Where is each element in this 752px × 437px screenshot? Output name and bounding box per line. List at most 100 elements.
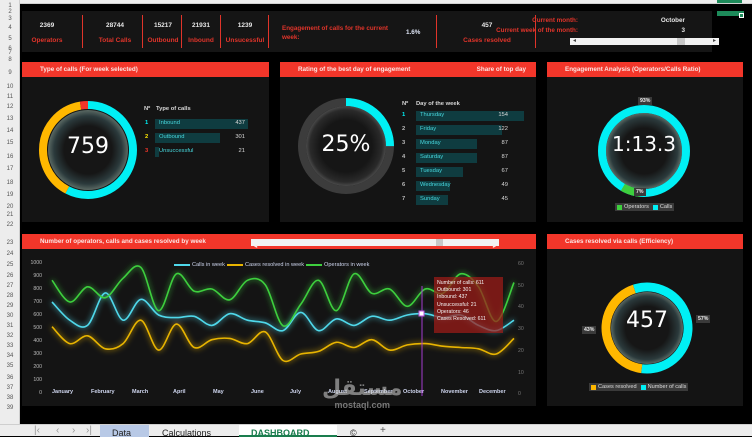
legend-label: Operators	[624, 204, 649, 210]
divider	[181, 15, 182, 48]
x-axis-month: July	[290, 389, 302, 395]
kpi-value: 28744	[105, 22, 125, 29]
scroll-right-icon[interactable]: ▸	[712, 38, 716, 44]
column-header-strip	[20, 0, 752, 4]
row-number[interactable]: 24	[6, 251, 14, 257]
x-axis-month: November	[441, 389, 468, 395]
prev-sheet-icon[interactable]: ‹	[56, 425, 60, 436]
y-axis-left-tick: 400	[33, 338, 42, 344]
row-number[interactable]: 6	[8, 46, 12, 52]
col-day-header: Day of the week	[416, 101, 460, 107]
row-number[interactable]: 3	[8, 16, 12, 22]
legend-label: Operators in week	[324, 262, 370, 268]
kpi-inbound: 21931 Inbound	[182, 11, 220, 52]
row-number[interactable]: 7	[8, 50, 12, 56]
divider	[142, 15, 143, 48]
row-number[interactable]: 34	[6, 353, 14, 359]
row-number[interactable]: 30	[6, 313, 14, 319]
legend-label: Cases resolved	[598, 384, 637, 390]
type-of-calls-panel: Type of calls (For week selected) 759 Nº…	[22, 62, 269, 222]
x-axis-month: January	[52, 389, 74, 395]
row-number[interactable]: 37	[6, 385, 14, 391]
last-sheet-icon[interactable]: ›|	[86, 425, 92, 436]
tab-copyright[interactable]: ©	[350, 428, 357, 437]
tab-calculations[interactable]: Calculations	[162, 428, 212, 437]
row-number[interactable]: 29	[6, 303, 14, 309]
next-sheet-icon[interactable]: ›	[72, 425, 76, 436]
row-number[interactable]: 33	[6, 343, 14, 349]
panel-title: Rating of the best day of engagement	[298, 66, 411, 73]
row-number[interactable]: 35	[6, 363, 14, 369]
row-number[interactable]: 8	[8, 57, 12, 63]
row-number[interactable]: 12	[6, 104, 14, 110]
scroll-thumb[interactable]	[677, 38, 685, 45]
panel-header: Type of calls (For week selected)	[22, 62, 269, 77]
kpi-strip: 2369 Operators 28744 Total Calls 15217 O…	[22, 11, 719, 52]
chart-week-scrollbar[interactable]: ◂ ▸	[251, 239, 499, 250]
list-value: 21	[238, 148, 245, 154]
row-number-gutter: 1 2 3 4 5 6 7 8 9 10 11 12 13 14 15 16 17 18 19 20 21 22 23 24 2…	[0, 0, 20, 424]
row-number[interactable]: 27	[6, 283, 14, 289]
row-number[interactable]: 19	[6, 192, 14, 198]
row-number[interactable]: 20	[6, 204, 14, 210]
row-number[interactable]: 9	[8, 70, 12, 76]
list-label: Monday	[420, 140, 441, 146]
current-month-value: October	[660, 17, 685, 24]
row-number[interactable]: 36	[6, 375, 14, 381]
row-number[interactable]: 23	[6, 240, 14, 246]
row-number[interactable]: 39	[6, 405, 14, 411]
day-bar	[416, 153, 477, 163]
tab-dashboard[interactable]: DASHBOARD	[239, 425, 337, 437]
row-number[interactable]: 31	[6, 323, 14, 329]
row-number[interactable]: 18	[6, 180, 14, 186]
panel-header: Cases resolved via calls (Efficiency)	[547, 234, 743, 249]
row-number[interactable]: 10	[6, 84, 14, 90]
row-number[interactable]: 26	[6, 273, 14, 279]
efficiency-panel: Cases resolved via calls (Efficiency) 45…	[547, 234, 743, 406]
row-number[interactable]: 16	[6, 154, 14, 160]
calls-pct-badge: 93%	[638, 97, 653, 105]
add-sheet-button[interactable]: +	[380, 425, 386, 436]
row-number[interactable]: 17	[6, 166, 14, 172]
row-number[interactable]: 5	[8, 36, 12, 42]
list-label: Outbound	[159, 134, 185, 140]
row-number[interactable]: 4	[8, 25, 12, 31]
row-number[interactable]: 2	[8, 9, 12, 15]
row-number[interactable]: 22	[6, 222, 14, 228]
kpi-outbound: 15217 Outbound	[143, 11, 183, 52]
col-no-header: Nº	[402, 101, 409, 107]
fill-handle[interactable]	[739, 13, 744, 18]
row-number[interactable]: 1	[8, 3, 12, 9]
row-number[interactable]: 14	[6, 128, 14, 134]
list-value: 87	[501, 140, 508, 146]
current-week-label: Current week of the month:	[496, 27, 578, 34]
y-axis-right-tick: 20	[518, 347, 524, 354]
row-number[interactable]: 13	[6, 116, 14, 122]
week-scrollbar[interactable]: ◂ ▸	[570, 38, 719, 45]
first-sheet-icon[interactable]: |‹	[34, 425, 40, 436]
x-axis-month: May	[213, 389, 224, 395]
row-number[interactable]: 28	[6, 293, 14, 299]
tab-data[interactable]: Data	[100, 425, 149, 437]
scroll-right-icon[interactable]: ▸	[492, 243, 496, 250]
y-axis-right-tick: 50	[518, 282, 524, 289]
current-week-point	[418, 310, 425, 317]
row-number[interactable]: 32	[6, 333, 14, 339]
row-number[interactable]: 25	[6, 262, 14, 268]
engagement-label: Engagement of calls for the current week…	[282, 25, 389, 41]
scroll-thumb[interactable]	[436, 239, 443, 246]
row-number[interactable]: 11	[6, 94, 14, 100]
scroll-left-icon[interactable]: ◂	[573, 38, 577, 44]
list-value: 437	[235, 120, 245, 126]
row-number[interactable]: 38	[6, 395, 14, 401]
list-index: 3	[145, 148, 149, 154]
list-value: 122	[498, 126, 508, 132]
divider	[436, 15, 437, 48]
bar-outbound	[155, 133, 220, 143]
row-number[interactable]: 21	[6, 212, 14, 218]
row-number[interactable]: 15	[6, 140, 14, 146]
legend-label: Number of calls	[647, 384, 687, 390]
day-bar	[416, 195, 448, 205]
y-axis-right-tick: 10	[518, 369, 524, 376]
scroll-left-icon[interactable]: ◂	[254, 243, 258, 250]
